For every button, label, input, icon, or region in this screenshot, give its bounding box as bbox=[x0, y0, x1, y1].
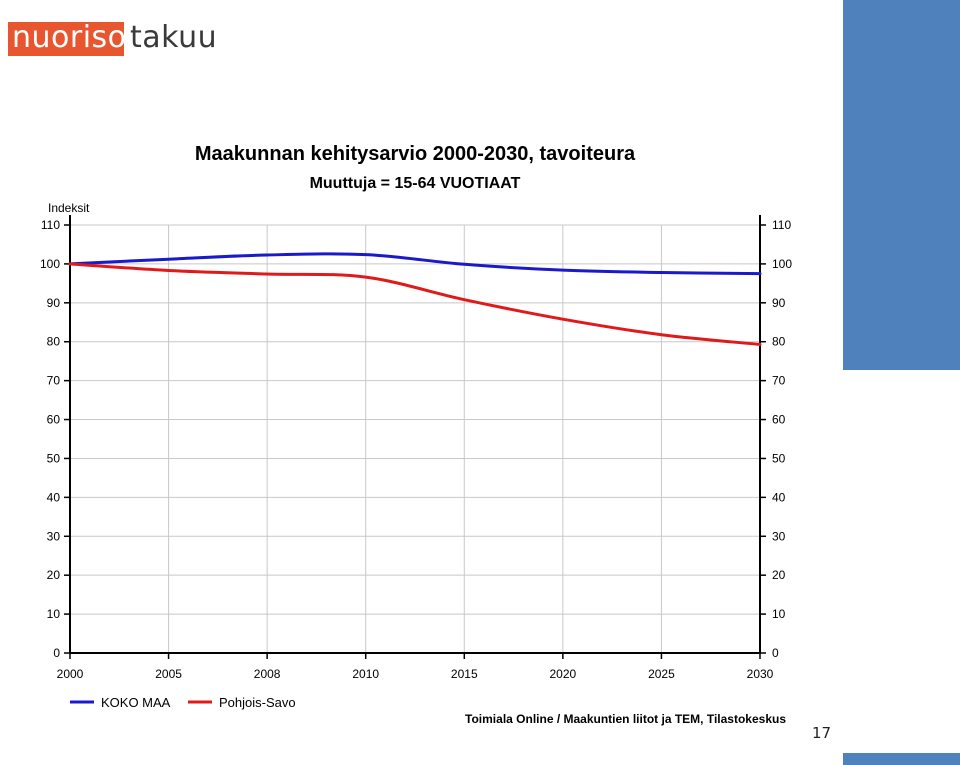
y-tick-left-60: 60 bbox=[47, 413, 61, 427]
y-tick-right-0: 0 bbox=[772, 646, 779, 660]
logo-text-takuu: takuu bbox=[130, 20, 218, 55]
y-tick-left-80: 80 bbox=[47, 335, 61, 349]
y-tick-right-70: 70 bbox=[772, 374, 786, 388]
y-tick-left-20: 20 bbox=[47, 568, 61, 582]
y-tick-left-40: 40 bbox=[47, 490, 61, 504]
y-tick-left-50: 50 bbox=[47, 451, 61, 465]
x-tick-2015: 2015 bbox=[451, 667, 478, 681]
chart-subtitle: Muuttuja = 15-64 VUOTIAAT bbox=[310, 175, 521, 192]
axes bbox=[64, 215, 766, 659]
x-tick-2020: 2020 bbox=[550, 667, 577, 681]
line-chart: Maakunnan kehitysarvio 2000-2030, tavoit… bbox=[40, 143, 792, 726]
logo-text-nuoriso: nuoriso bbox=[12, 20, 127, 55]
grid-lines bbox=[70, 224, 760, 654]
x-tick-2010: 2010 bbox=[352, 667, 379, 681]
x-tick-2008: 2008 bbox=[254, 667, 281, 681]
y-tick-left-70: 70 bbox=[47, 374, 61, 388]
y-tick-left-30: 30 bbox=[47, 529, 61, 543]
y-tick-right-90: 90 bbox=[772, 296, 786, 310]
side-accent-strip bbox=[843, 753, 960, 765]
y-tick-left-90: 90 bbox=[47, 296, 61, 310]
y-tick-left-10: 10 bbox=[47, 607, 61, 621]
series-line-1 bbox=[68, 262, 762, 346]
legend: KOKO MAA Pohjois-Savo bbox=[70, 695, 296, 710]
logo-box bbox=[8, 22, 124, 56]
y-tick-right-80: 80 bbox=[772, 335, 786, 349]
y-axis-label: Indeksit bbox=[48, 201, 90, 215]
y-tick-left-0: 0 bbox=[53, 646, 60, 660]
y-tick-right-100: 100 bbox=[772, 257, 792, 271]
y-tick-left-110: 110 bbox=[41, 218, 60, 232]
y-tick-right-110: 110 bbox=[772, 218, 791, 232]
y-tick-right-40: 40 bbox=[772, 490, 786, 504]
y-tick-right-60: 60 bbox=[772, 413, 786, 427]
y-tick-left-100: 100 bbox=[40, 257, 60, 271]
series-line-0 bbox=[68, 252, 762, 276]
chart-title: Maakunnan kehitysarvio 2000-2030, tavoit… bbox=[195, 143, 636, 165]
x-tick-2005: 2005 bbox=[155, 667, 182, 681]
x-tick-2030: 2030 bbox=[747, 667, 774, 681]
y-tick-right-30: 30 bbox=[772, 529, 786, 543]
page-number: 17 bbox=[812, 724, 832, 742]
x-tick-2025: 2025 bbox=[648, 667, 675, 681]
legend-label-0: KOKO MAA bbox=[101, 695, 171, 710]
side-accent-panel bbox=[843, 0, 960, 370]
y-tick-right-50: 50 bbox=[772, 451, 786, 465]
series-lines bbox=[68, 252, 762, 346]
source-note: Toimiala Online / Maakuntien liitot ja T… bbox=[465, 712, 786, 726]
x-tick-2000: 2000 bbox=[57, 667, 84, 681]
y-tick-right-10: 10 bbox=[772, 607, 786, 621]
legend-label-1: Pohjois-Savo bbox=[219, 695, 296, 710]
y-tick-right-20: 20 bbox=[772, 568, 786, 582]
